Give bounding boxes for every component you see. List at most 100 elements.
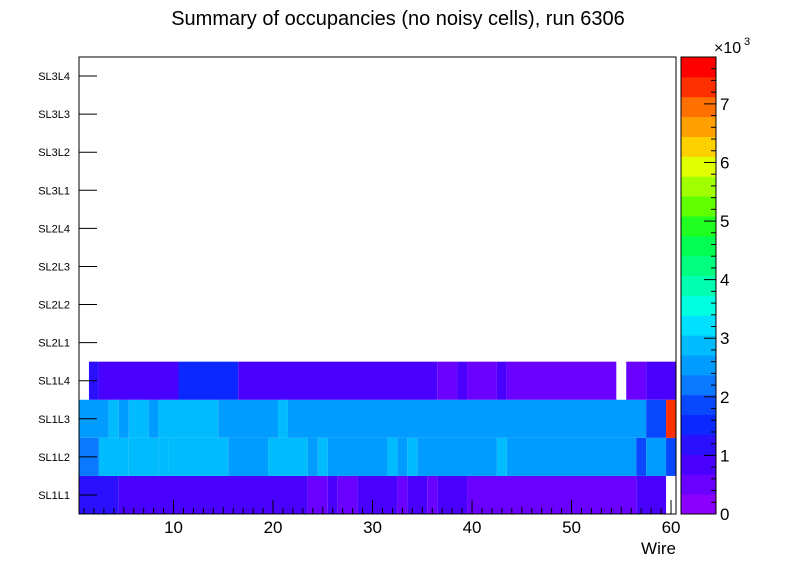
colorbar-bin: [681, 156, 716, 177]
colorbar-tick-label: 5: [720, 212, 729, 231]
colorbar-tick-label: 1: [720, 446, 729, 465]
heatmap-cell: [636, 475, 667, 514]
y-tick-label: SL1L3: [38, 414, 70, 426]
heatmap-cell: [407, 475, 428, 514]
y-tick-label: SL1L2: [38, 452, 70, 464]
heatmap-cell: [128, 399, 149, 438]
y-tick-label: SL3L2: [38, 147, 70, 159]
heatmap-cell: [108, 399, 119, 438]
heatmap-cell: [397, 475, 408, 514]
heatmap-cell: [178, 361, 239, 400]
heatmap-cell: [626, 361, 647, 400]
y-tick-label: SL1L1: [38, 490, 70, 502]
colorbar-tick-label: 0: [720, 505, 729, 524]
colorbar-bin: [681, 176, 716, 197]
heatmap-cell: [307, 437, 318, 476]
colorbar-frame: [680, 56, 717, 515]
colorbar-tick-label: 3: [720, 329, 729, 348]
heatmap-cell: [287, 399, 647, 438]
colorbar-bin: [681, 96, 716, 118]
colorbar-tick-label: 4: [720, 271, 729, 290]
heatmap-cell: [158, 399, 219, 438]
heatmap-cell: [506, 361, 617, 400]
colorbar-bin: [681, 275, 716, 296]
heatmap-cell: [666, 399, 676, 438]
colorbar-tick-label: 7: [720, 95, 729, 114]
heatmap-cell: [467, 475, 637, 514]
x-tick-label: 50: [562, 518, 581, 537]
colorbar-bin: [681, 136, 716, 157]
heatmap-cell: [646, 437, 667, 476]
x-tick-label: 60: [662, 518, 681, 537]
heatmap-cell: [158, 437, 169, 476]
colorbar-bin: [681, 76, 716, 98]
colorbar-bin: [681, 335, 716, 356]
heatmap-cell: [168, 437, 229, 476]
colorbar-bin: [681, 494, 716, 515]
y-tick-label: SL3L4: [38, 71, 70, 83]
heatmap-cell: [98, 437, 129, 476]
colorbar-bin: [681, 434, 716, 455]
heatmap-cell: [98, 361, 179, 400]
heatmap-cell: [268, 437, 308, 476]
colorbar-bin: [681, 196, 716, 217]
heatmap-cell: [496, 437, 507, 476]
heatmap-cell: [337, 475, 358, 514]
colorbar-bin: [681, 116, 716, 137]
heatmap-cell: [457, 361, 468, 400]
heatmap-cell: [238, 361, 438, 400]
heatmap-cell: [327, 475, 338, 514]
heatmap-cell: [278, 399, 288, 438]
y-tick-label: SL2L2: [38, 300, 70, 312]
heatmap-cell: [118, 399, 129, 438]
colorbar-bin: [681, 255, 716, 277]
x-tick-label: 30: [363, 518, 382, 537]
heatmap-cell: [646, 361, 676, 400]
colorbar-bin: [681, 355, 716, 376]
x-tick-label: 10: [164, 518, 183, 537]
heatmap-cell: [407, 437, 418, 476]
y-tick-label: SL2L1: [38, 338, 70, 350]
heatmap-cell: [387, 437, 398, 476]
colorbar-bin: [681, 315, 716, 336]
heatmap-cell: [228, 437, 269, 476]
colorbar-bin: [681, 235, 716, 257]
heatmap-cell: [218, 399, 278, 438]
x-axis-label: Wire: [641, 539, 676, 558]
colorbar-tick-label: 6: [720, 153, 729, 172]
heatmap-cell: [307, 475, 328, 514]
heatmap-cell: [437, 475, 468, 514]
colorbar-bin: [681, 374, 716, 396]
x-tick-label: 40: [463, 518, 482, 537]
heatmap-cell: [317, 437, 328, 476]
colorbar-bin: [681, 57, 716, 78]
y-tick-label: SL2L3: [38, 261, 70, 273]
heatmap-cell: [496, 361, 507, 400]
x-tick-label: 20: [264, 518, 283, 537]
plot-frame: [78, 56, 677, 515]
heatmap-cell: [437, 361, 458, 400]
heatmap-cell: [506, 437, 637, 476]
colorbar-bin: [681, 295, 716, 316]
colorbar-exponent: 3: [744, 36, 750, 48]
heatmap-cell: [397, 437, 408, 476]
y-tick-label: SL3L1: [38, 185, 70, 197]
y-tick-label: SL3L3: [38, 109, 70, 121]
colorbar-tick-label: 2: [720, 388, 729, 407]
colorbar-bin: [681, 215, 716, 237]
colorbar-bin: [681, 414, 716, 436]
colorbar-bin: [681, 394, 716, 416]
colorbar-bin: [681, 454, 716, 475]
heatmap-cell: [417, 437, 497, 476]
chart-title: Summary of occupancies (no noisy cells),…: [171, 8, 625, 30]
heatmap-cell: [357, 475, 398, 514]
heatmap-cell: [327, 437, 388, 476]
heatmap-cell: [128, 437, 159, 476]
heatmap-cell: [636, 437, 647, 476]
heatmap-cell: [467, 361, 497, 400]
heatmap-cell: [148, 399, 159, 438]
colorbar-multiplier: ×10: [714, 40, 741, 57]
heatmap-cell: [666, 437, 676, 476]
colorbar-bin: [681, 474, 716, 495]
